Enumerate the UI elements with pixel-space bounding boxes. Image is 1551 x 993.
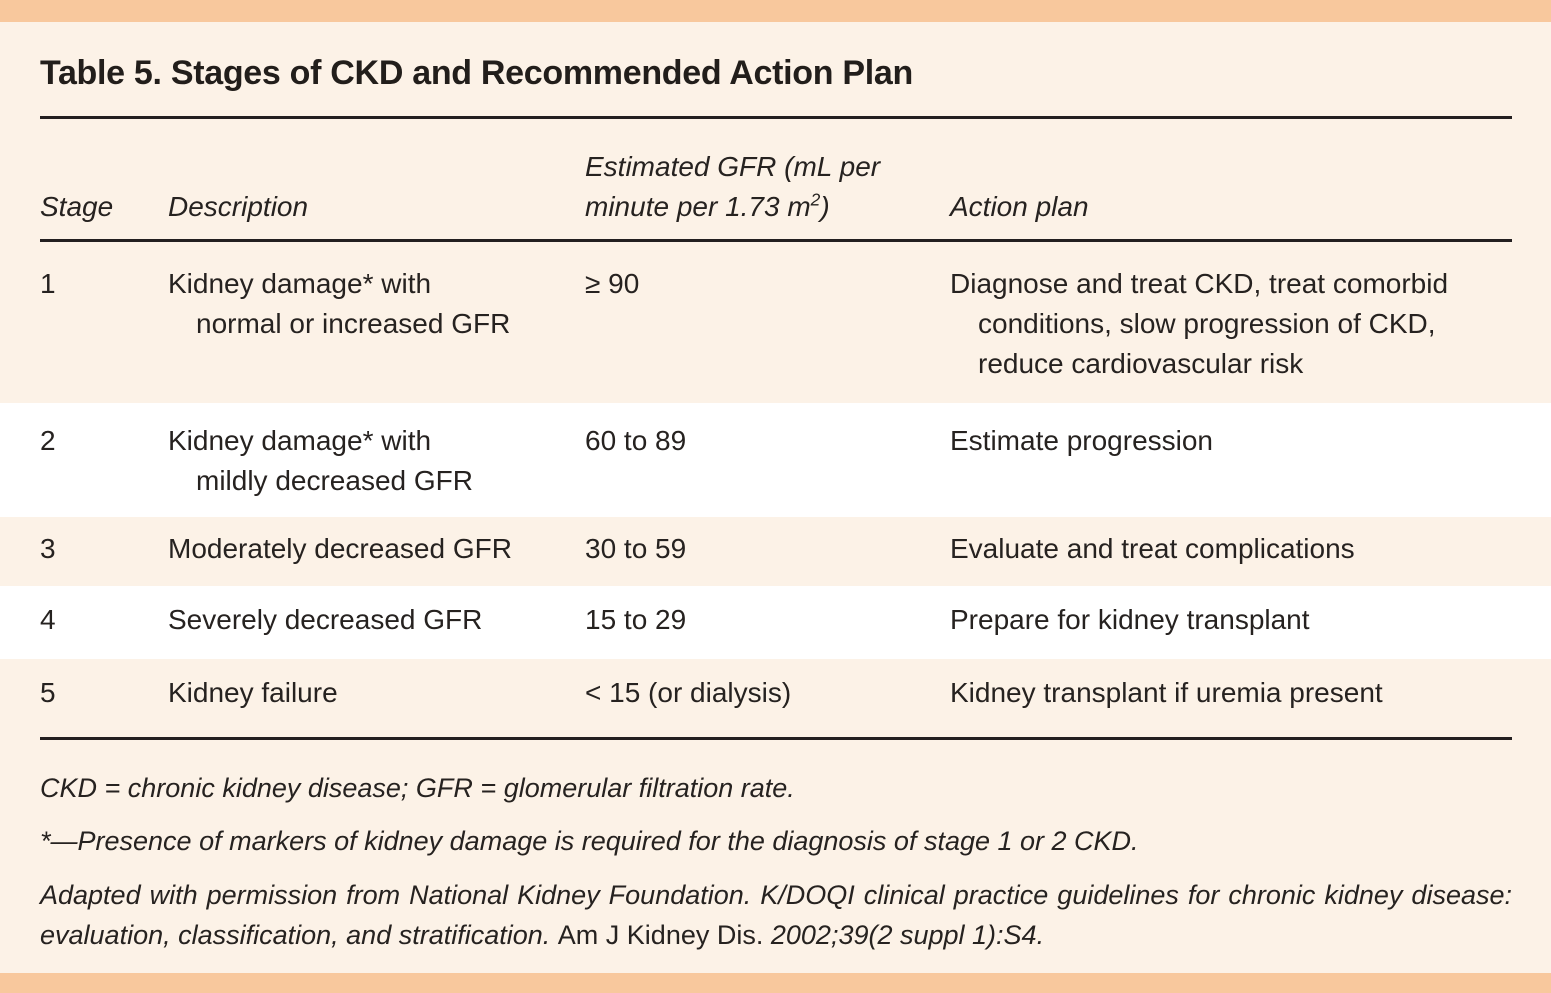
header-gfr-line2-close: )	[820, 191, 830, 222]
action-line: Estimate progression	[950, 425, 1214, 456]
table-row-stage-3: 3 Moderately decreased GFR 30 to 59 Eval…	[0, 517, 1551, 586]
description-line: Kidney damage* with	[168, 425, 432, 456]
header-gfr-line2-text: minute per 1.73 m	[585, 191, 811, 222]
table-row-stage-2: 2 Kidney damage* with mildly decreased G…	[0, 403, 1551, 517]
stage-value: 5	[40, 677, 56, 708]
description-cell: Kidney failure	[168, 673, 585, 737]
description-cell: Kidney damage* with normal or increased …	[168, 264, 585, 403]
table-row-stage-5: 5 Kidney failure < 15 (or dialysis) Kidn…	[0, 659, 1551, 737]
header-gfr-line1: Estimated GFR (mL per	[585, 151, 881, 182]
description-line: normal or increased GFR	[196, 308, 511, 339]
description-cell: Severely decreased GFR	[168, 600, 585, 659]
description-line: Kidney failure	[168, 677, 338, 708]
table-title: Table 5. Stages of CKD and Recommended A…	[40, 54, 913, 92]
action-cell: Kidney transplant if uremia present	[950, 673, 1512, 737]
table-header-row: Stage Description Estimated GFR (mL per …	[0, 119, 1551, 239]
header-gfr-superscript: 2	[810, 189, 821, 210]
description-line: Severely decreased GFR	[168, 604, 483, 635]
action-line: reduce cardiovascular risk	[978, 348, 1304, 379]
gfr-value: ≥ 90	[585, 268, 640, 299]
rule-table-bottom	[40, 737, 1512, 740]
stage-value: 2	[40, 425, 56, 456]
citation-journal: Am J Kidney Dis.	[557, 920, 764, 950]
header-action-plan: Action plan	[950, 191, 1089, 222]
table-row-stage-4: 4 Severely decreased GFR 15 to 29 Prepar…	[0, 586, 1551, 659]
action-cell: Estimate progression	[950, 421, 1512, 517]
citation-volume: 2002;39(2 suppl 1):S4.	[770, 920, 1045, 950]
action-line: Kidney transplant if uremia present	[950, 677, 1383, 708]
footnote-asterisk: *—Presence of markers of kidney damage i…	[40, 826, 1139, 856]
top-accent-band	[0, 0, 1551, 22]
footnote-abbreviations: CKD = chronic kidney disease; GFR = glom…	[40, 773, 795, 803]
table-title-area: Table 5. Stages of CKD and Recommended A…	[0, 22, 1551, 116]
action-cell: Diagnose and treat CKD, treat comorbid c…	[950, 264, 1512, 403]
rule-below-header	[40, 239, 1512, 242]
description-cell: Moderately decreased GFR	[168, 529, 585, 586]
description-cell: Kidney damage* with mildly decreased GFR	[168, 421, 585, 517]
action-cell: Prepare for kidney transplant	[950, 600, 1512, 659]
bottom-accent-band	[0, 973, 1551, 993]
action-cell: Evaluate and treat complications	[950, 529, 1512, 586]
header-gfr: Estimated GFR (mL per minute per 1.73 m2…	[585, 147, 950, 227]
header-gfr-line2: minute per 1.73 m2)	[585, 187, 950, 227]
citation-text: Adapted with permission from National Ki…	[40, 880, 1512, 950]
description-line: Moderately decreased GFR	[168, 533, 512, 564]
description-line: mildly decreased GFR	[196, 465, 473, 496]
gfr-value: 30 to 59	[585, 533, 687, 564]
table-row-stage-1: 1 Kidney damage* with normal or increase…	[0, 242, 1551, 403]
action-line: Prepare for kidney transplant	[950, 604, 1310, 635]
action-line: Evaluate and treat complications	[950, 533, 1355, 564]
rule-below-title	[40, 116, 1512, 119]
stage-value: 4	[40, 604, 56, 635]
stage-value: 1	[40, 268, 56, 299]
header-stage: Stage	[40, 191, 114, 222]
gfr-value: 15 to 29	[585, 604, 687, 635]
action-line: Diagnose and treat CKD, treat comorbid	[950, 268, 1449, 299]
stage-value: 3	[40, 533, 56, 564]
footnote-citation: Adapted with permission from National Ki…	[40, 875, 1512, 955]
gfr-value: < 15 (or dialysis)	[585, 677, 792, 708]
gfr-value: 60 to 89	[585, 425, 687, 456]
header-description: Description	[168, 191, 309, 222]
footnotes: CKD = chronic kidney disease; GFR = glom…	[0, 769, 1551, 955]
action-line: conditions, slow progression of CKD,	[978, 308, 1436, 339]
description-line: Kidney damage* with	[168, 268, 432, 299]
